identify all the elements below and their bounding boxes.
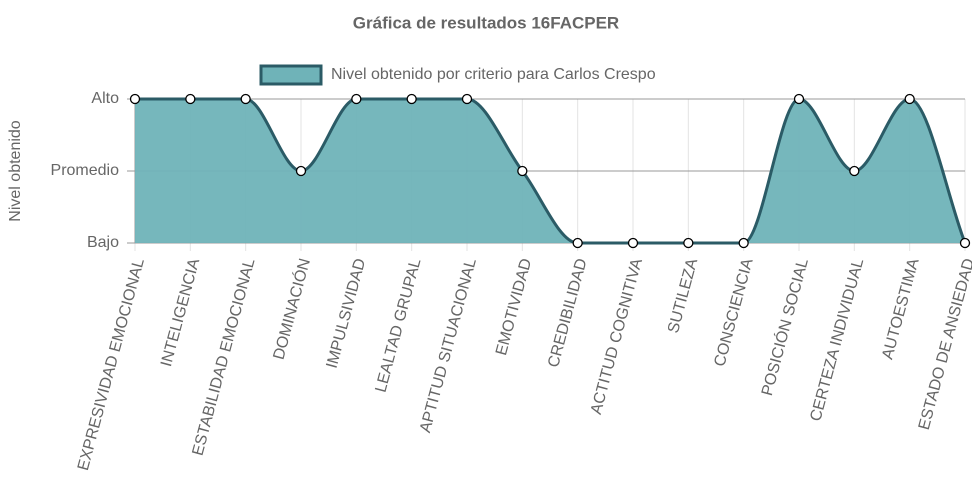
point	[406, 93, 417, 105]
point	[295, 165, 307, 177]
area	[135, 99, 965, 243]
point	[461, 93, 473, 105]
point	[793, 93, 805, 105]
x-tick-label: ESTADO DE ANSIEDAD	[916, 257, 972, 432]
point	[185, 93, 196, 105]
y-axis-title: Nivel obtenido	[7, 120, 24, 222]
x-tick-label: SUTILEZA	[665, 256, 701, 335]
point	[627, 237, 639, 249]
point	[240, 93, 251, 105]
x-tick-label: CREDIBILIDAD	[545, 257, 590, 370]
x-tick-label: ESTABILIDAD EMOCIONAL	[190, 257, 259, 458]
point	[129, 93, 141, 105]
x-tick-label: EXPRESIVIDAD EMOCIONAL	[75, 257, 148, 473]
x-tick-label: INTELIGENCIA	[158, 256, 203, 368]
point	[849, 165, 860, 177]
x-tick-label: CERTEZA INDIVIDUAL	[807, 257, 867, 424]
legend-swatch	[259, 64, 323, 86]
point	[738, 237, 749, 249]
y-tick-label: Promedio	[51, 162, 120, 179]
x-tick-label: AUTOESTIMA	[879, 256, 922, 361]
y-tick-label: Bajo	[87, 234, 119, 251]
point	[904, 93, 915, 105]
x-tick-label: POSICIÓN SOCIAL	[757, 256, 812, 398]
point	[572, 237, 583, 249]
legend-label: Nivel obtenido por criterio para Carlos …	[331, 66, 656, 83]
point	[517, 165, 528, 177]
point	[683, 237, 694, 249]
point	[959, 237, 971, 249]
point	[351, 93, 362, 105]
x-tick-label: LEALTAD GRUPAL	[373, 257, 425, 395]
x-tick-label: ACTITUD COGNITIVA	[588, 256, 646, 416]
x-tick-label: CONSCIENCIA	[711, 256, 756, 368]
x-tick-label: EMOTIVIDAD	[493, 257, 535, 358]
chart-title: Gráfica de resultados 16FACPER	[353, 13, 619, 32]
x-tick-label: APTITUD SITUACIONAL	[417, 257, 480, 435]
x-tick-label: IMPULSIVIDAD	[324, 257, 370, 370]
x-tick-label: DOMINACIÓN	[269, 256, 314, 361]
y-tick-label: Alto	[91, 90, 119, 107]
